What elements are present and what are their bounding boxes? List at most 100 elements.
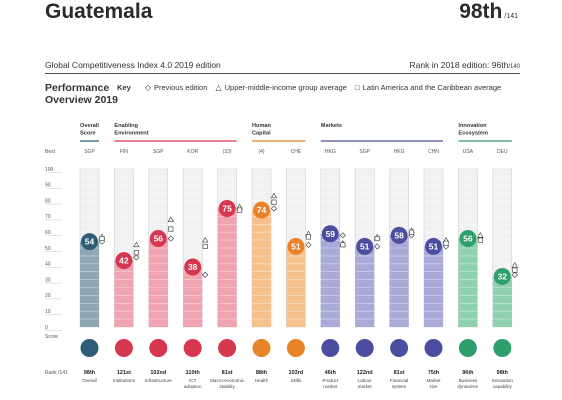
best-economy-label: SGP [359, 149, 370, 155]
pillar-dot [321, 339, 340, 357]
group-label: Enabling [114, 123, 138, 129]
best-economy-label: FIN [120, 149, 128, 155]
pillar-name: market [358, 384, 373, 389]
group-label: Environment [114, 131, 148, 137]
score-value: 59 [326, 229, 336, 239]
region-average-marker [374, 236, 380, 242]
legend-previous-edition: Previous edition [154, 83, 208, 92]
pillar-rank: 98th [84, 370, 96, 376]
group-average-marker [511, 262, 518, 268]
pillar-rank: 81st [222, 370, 233, 376]
pillar-name: Health [255, 378, 269, 383]
score-bar [114, 260, 134, 327]
rank-2018-label: Rank in 2018 edition: 96th [409, 60, 509, 70]
pillar-name: Labour [358, 378, 373, 383]
score-bar [389, 235, 409, 327]
best-economy-label: (33) [223, 149, 232, 155]
diamond-icon: ◇ [144, 83, 152, 92]
previous-edition-marker [133, 254, 140, 261]
score-circle [321, 225, 339, 243]
pillar-rank: 88th [256, 370, 268, 376]
best-economy-label: CHN [428, 149, 439, 155]
previous-edition-marker [305, 241, 312, 248]
y-tick-label: 50 [45, 246, 51, 252]
pillar-dot [252, 339, 271, 357]
legend-region-average: Latin America and the Caribbean average [362, 83, 502, 92]
score-circle [425, 237, 442, 255]
best-economy-label: HKG [325, 149, 336, 155]
pillar-name: Business [459, 378, 478, 383]
region-average-marker [99, 236, 105, 242]
score-bar [458, 238, 478, 327]
pillar-name: Financial [390, 378, 408, 383]
score-bar [80, 241, 99, 327]
rank-2018-of: /140 [508, 64, 520, 70]
pillar-name: Infrastructure [145, 378, 173, 383]
group-label: Ecosystem [458, 131, 488, 137]
previous-edition-marker [202, 271, 209, 278]
group-average-marker [477, 232, 484, 238]
score-bar [355, 246, 375, 327]
triangle-icon: △ [215, 83, 222, 92]
pillar-dot [183, 339, 202, 357]
overall-rank-value: 98th [459, 0, 503, 23]
pillar-rank: 122nd [357, 370, 373, 376]
y-axis-label: Score [45, 334, 58, 340]
pillar-name: Innovation [492, 378, 514, 383]
score-value: 51 [429, 241, 439, 251]
y-tick-label: 0 [45, 325, 48, 331]
pillar-dot [390, 339, 409, 357]
best-economy-label: DEU [497, 149, 508, 155]
best-economy-label: CHE [291, 149, 302, 155]
score-circle [356, 237, 374, 255]
pillar-name: capability [493, 384, 513, 389]
pillar-dot [458, 339, 477, 357]
score-value: 38 [188, 262, 198, 272]
pillar-rank: 81st [394, 370, 405, 376]
previous-edition-marker [339, 232, 346, 239]
region-average-marker [409, 229, 415, 235]
pillar-rank: 98th [497, 370, 509, 376]
score-value: 32 [498, 271, 508, 281]
group-average-marker [167, 216, 174, 222]
pillar-dot [149, 339, 168, 357]
best-label: Best [45, 149, 56, 155]
rank-2018: Rank in 2018 edition: 96th/140 [410, 60, 520, 70]
y-tick-label: 100 [45, 167, 54, 173]
score-circle [390, 226, 408, 244]
best-economy-label: SGP [153, 149, 164, 155]
pillar-rank: 75th [428, 370, 440, 376]
pillar-rank: 102nd [150, 370, 166, 376]
region-average-marker [340, 242, 346, 248]
section-title: Performance Overview 2019 [45, 82, 118, 106]
score-bar [492, 276, 512, 327]
score-value: 51 [360, 241, 370, 251]
group-average-marker [133, 241, 140, 248]
overall-rank-of: /141 [504, 13, 518, 20]
previous-edition-marker [374, 243, 381, 250]
region-average-marker [305, 234, 311, 240]
pillar-name: Macro-economic [210, 378, 245, 383]
group-average-marker [202, 236, 209, 243]
score-circle [459, 230, 477, 248]
score-value: 56 [154, 234, 164, 244]
pillar-name: dynamism [457, 384, 478, 389]
header-divider [45, 73, 520, 74]
y-tick-label: 20 [45, 293, 51, 299]
score-circle [287, 237, 305, 255]
region-average-marker [443, 240, 449, 246]
pillar-name: size [429, 384, 438, 389]
score-value: 58 [394, 230, 404, 240]
group-label: Score [80, 131, 96, 137]
y-tick-label: 90 [45, 183, 51, 189]
pillar-rank: 103rd [289, 370, 304, 376]
group-label: Innovation [458, 123, 487, 129]
score-bar [252, 210, 271, 327]
pillar-dot [355, 339, 374, 357]
pillar-rank: 46th [325, 370, 337, 376]
score-circle [184, 258, 202, 276]
y-tick-label: 40 [45, 262, 51, 268]
pillar-dot [424, 339, 443, 357]
pillar-name: Institutions [113, 378, 136, 383]
